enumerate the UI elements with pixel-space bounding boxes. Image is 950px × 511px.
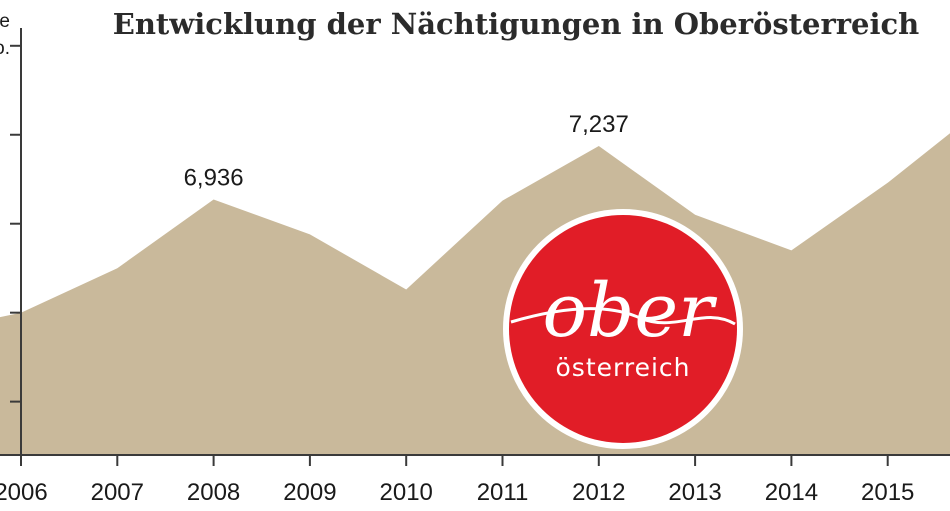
oberoesterreich-logo: ober österreich [503,209,743,449]
label-layer: 6,936 7,237 [184,111,629,192]
x-tick-label-2009: 2009 [283,479,336,506]
area-layer [0,106,950,455]
chart-title: Entwicklung der Nächtigungen in Oberöste… [113,7,920,41]
y-axis-label-fragment-1: e [0,11,10,32]
data-label-2012: 7,237 [569,111,629,138]
x-tick-label-2007: 2007 [91,479,144,506]
axis-layer: 2006 2007 2008 2009 2010 2011 2012 2013 2014 2015 [0,28,950,506]
logo-swash [510,307,736,326]
x-tick-label-2013: 2013 [668,479,721,506]
logo-sub-text: österreich [556,353,691,382]
x-tick-label-2006: 2006 [0,479,48,506]
data-label-2008: 6,936 [184,165,244,192]
x-tick-label-2011: 2011 [477,479,529,506]
logo-script-text: ober [542,268,718,354]
y-axis-label-fragment-2: o. [0,38,10,59]
x-tick-label-2014: 2014 [765,479,818,506]
x-tick-label-2012: 2012 [572,479,625,506]
x-tick-label-2015: 2015 [861,479,914,506]
x-tick-label-2010: 2010 [380,479,433,506]
area-series [0,106,950,455]
logo-disc [509,215,737,443]
x-tick-label-2008: 2008 [187,479,240,506]
